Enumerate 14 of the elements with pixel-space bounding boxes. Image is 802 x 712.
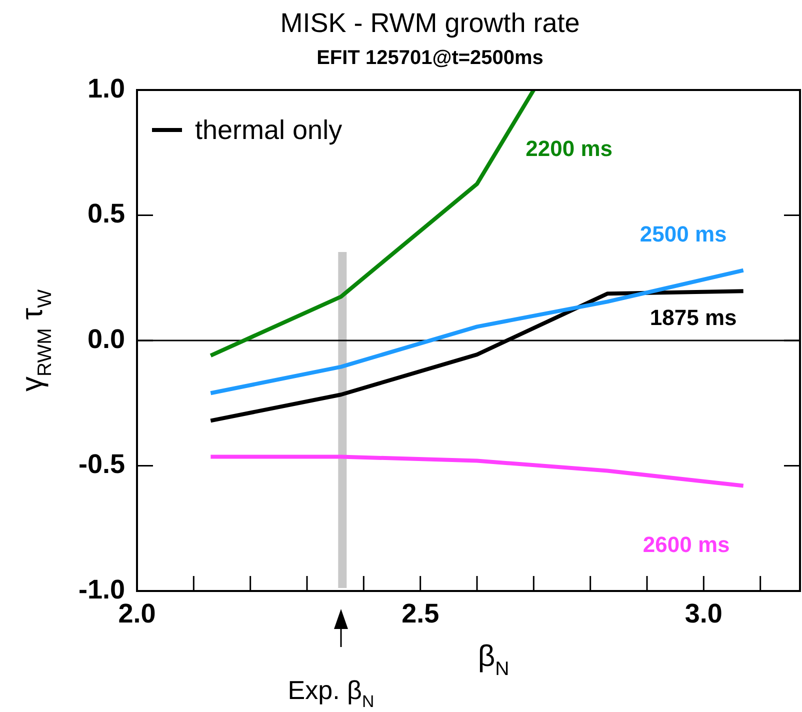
series-label: 1875 ms (650, 305, 737, 330)
chart-title: MISK - RWM growth rate (280, 8, 580, 38)
x-tick-label: 2.5 (402, 598, 440, 629)
y-tick-label: 1.0 (87, 73, 125, 104)
annotation: thermal only (195, 115, 343, 145)
x-tick-label: 3.0 (684, 598, 722, 629)
y-tick-label: 0.0 (87, 324, 125, 354)
y-tick-label: -0.5 (78, 449, 125, 480)
text: 2600 ms (642, 532, 730, 557)
y-axis-title: γRWM τW (16, 288, 56, 392)
series-label: 2500 ms (640, 221, 727, 246)
y-tick-label: 0.5 (87, 198, 125, 229)
series-label: 2200 ms (526, 136, 613, 161)
chart-subtitle: EFIT 125701@t=2500ms (316, 47, 544, 69)
